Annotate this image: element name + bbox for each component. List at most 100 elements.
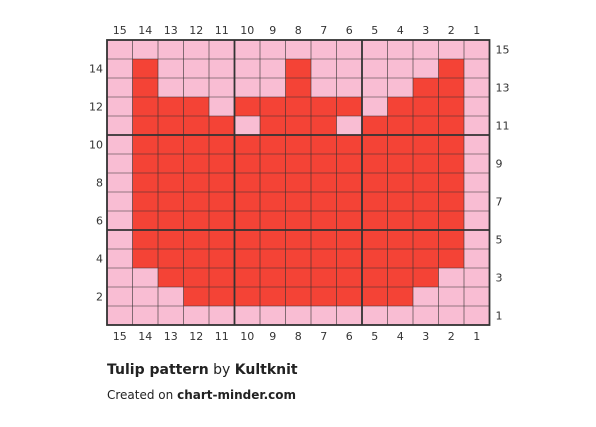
column-label-bottom: 4: [397, 330, 404, 340]
stitch-cell-red: [362, 211, 388, 230]
stitch-cell-red: [285, 287, 311, 306]
stitch-cell-red: [183, 135, 209, 154]
stitch-cell-red: [158, 268, 184, 287]
stitch-cell-pink: [260, 78, 286, 97]
stitch-cell-pink: [336, 116, 362, 135]
stitch-cell-red: [362, 249, 388, 268]
stitch-cell-red: [311, 268, 337, 287]
stitch-cell-red: [285, 78, 311, 97]
stitch-cell-red: [158, 211, 184, 230]
stitch-cell-pink: [464, 40, 490, 59]
column-label-top: 15: [113, 24, 127, 37]
stitch-cell-red: [183, 268, 209, 287]
stitch-cell-red: [158, 154, 184, 173]
stitch-cell-pink: [413, 287, 439, 306]
knitting-chart: 1515141413131212111110109988776655443322…: [89, 24, 510, 340]
stitch-cell-red: [285, 135, 311, 154]
stitch-cell-pink: [464, 59, 490, 78]
stitch-cell-red: [183, 97, 209, 116]
created-on-line: Created on chart-minder.com: [107, 388, 296, 402]
stitch-cell-red: [209, 211, 235, 230]
stitch-cell-pink: [158, 78, 184, 97]
stitch-cell-red: [260, 230, 286, 249]
stitch-cell-red: [413, 249, 439, 268]
stitch-cell-pink: [183, 78, 209, 97]
row-label-right: 5: [496, 234, 503, 247]
stitch-cell-pink: [413, 306, 439, 325]
stitch-cell-red: [132, 154, 158, 173]
stitch-cell-pink: [107, 116, 133, 135]
stitch-cell-red: [413, 268, 439, 287]
stitch-cell-red: [311, 249, 337, 268]
stitch-cell-red: [209, 173, 235, 192]
stitch-cell-red: [336, 287, 362, 306]
stitch-cell-red: [234, 97, 260, 116]
column-label-bottom: 12: [189, 330, 203, 340]
stitch-cell-red: [260, 116, 286, 135]
stitch-cell-red: [362, 268, 388, 287]
column-label-bottom: 13: [164, 330, 178, 340]
stitch-cell-red: [438, 97, 464, 116]
stitch-cell-pink: [464, 287, 490, 306]
stitch-cell-red: [285, 154, 311, 173]
stitch-cell-pink: [107, 40, 133, 59]
stitch-cell-red: [158, 192, 184, 211]
stitch-cell-red: [183, 154, 209, 173]
stitch-cell-pink: [336, 306, 362, 325]
stitch-cell-pink: [209, 97, 235, 116]
row-label-left: 12: [89, 101, 103, 114]
stitch-cell-red: [336, 154, 362, 173]
stitch-cell-red: [158, 173, 184, 192]
stitch-cell-red: [158, 97, 184, 116]
stitch-cell-red: [438, 135, 464, 154]
column-label-top: 8: [295, 24, 302, 37]
stitch-cell-red: [311, 116, 337, 135]
stitch-cell-red: [336, 97, 362, 116]
stitch-cell-red: [362, 173, 388, 192]
stitch-cell-pink: [209, 40, 235, 59]
stitch-cell-pink: [464, 192, 490, 211]
stitch-cell-red: [209, 287, 235, 306]
stitch-cell-pink: [107, 78, 133, 97]
stitch-cell-pink: [158, 40, 184, 59]
stitch-cell-red: [336, 268, 362, 287]
stitch-cell-red: [285, 230, 311, 249]
pattern-title: Tulip pattern: [107, 362, 209, 378]
column-label-top: 3: [422, 24, 429, 37]
stitch-cell-red: [132, 97, 158, 116]
stitch-cell-pink: [362, 97, 388, 116]
stitch-cell-red: [285, 59, 311, 78]
stitch-cell-pink: [234, 116, 260, 135]
stitch-cell-red: [438, 78, 464, 97]
stitch-cell-pink: [132, 40, 158, 59]
stitch-cell-pink: [362, 59, 388, 78]
stitch-cell-pink: [387, 306, 413, 325]
column-label-bottom: 15: [113, 330, 127, 340]
stitch-cell-pink: [438, 268, 464, 287]
stitch-cell-red: [132, 192, 158, 211]
stitch-cell-pink: [464, 154, 490, 173]
stitch-cell-red: [260, 249, 286, 268]
stitch-cell-red: [260, 173, 286, 192]
stitch-cell-red: [285, 249, 311, 268]
stitch-cell-pink: [132, 287, 158, 306]
stitch-cell-red: [438, 154, 464, 173]
stitch-cell-red: [413, 192, 439, 211]
stitch-cell-red: [132, 173, 158, 192]
stitch-cell-pink: [209, 59, 235, 78]
stitch-cell-red: [438, 173, 464, 192]
stitch-cell-pink: [107, 211, 133, 230]
stitch-cell-pink: [260, 306, 286, 325]
stitch-cell-red: [311, 97, 337, 116]
row-label-right: 3: [496, 272, 503, 285]
row-label-left: 2: [96, 291, 103, 304]
column-label-top: 10: [240, 24, 254, 37]
stitch-cell-red: [132, 249, 158, 268]
column-label-top: 11: [215, 24, 229, 37]
column-label-bottom: 9: [269, 330, 276, 340]
column-label-top: 13: [164, 24, 178, 37]
row-label-right: 1: [496, 310, 503, 323]
column-label-bottom: 7: [320, 330, 327, 340]
stitch-cell-red: [209, 192, 235, 211]
stitch-cell-pink: [464, 249, 490, 268]
